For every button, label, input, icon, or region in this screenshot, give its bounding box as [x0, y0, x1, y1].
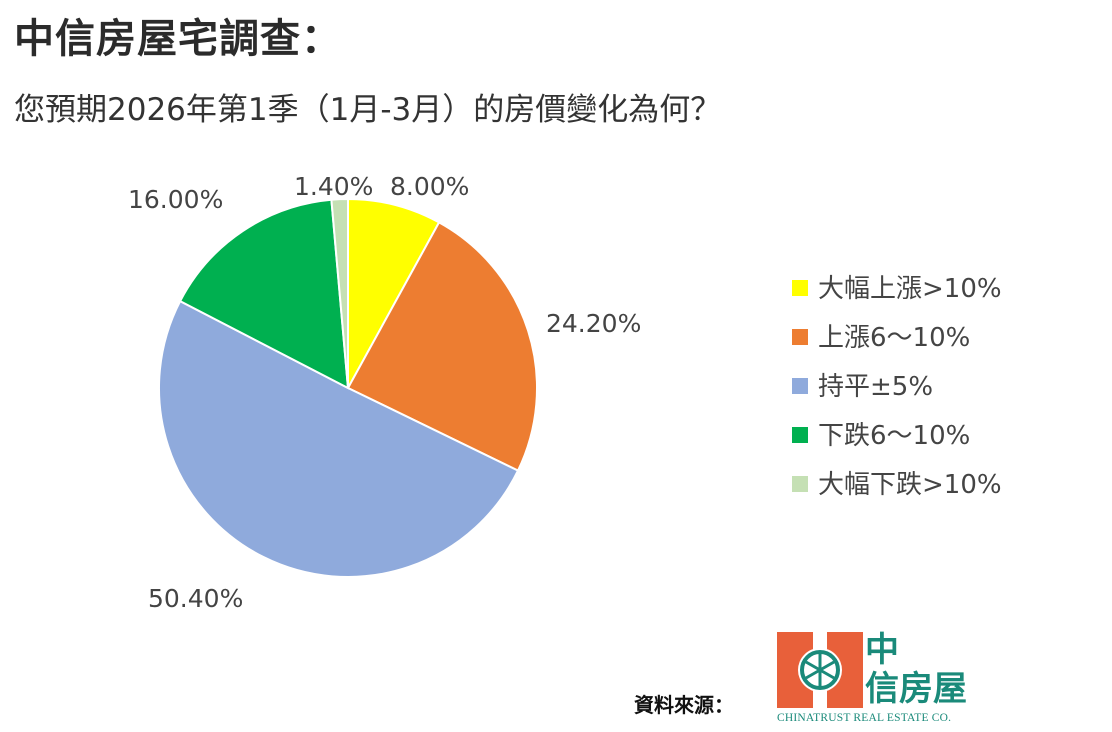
source-label: 資料來源：: [634, 693, 734, 717]
legend-label: 下跌6～10%: [818, 421, 970, 451]
page-title: 中信房屋宅調查：: [14, 6, 342, 64]
slice-value-label: 16.00%: [128, 185, 223, 214]
pie-slice-labels: 8.00% 24.20% 50.40% 16.00% 1.40%: [128, 172, 641, 613]
slice-value-label: 1.40%: [294, 172, 373, 201]
legend-label: 持平±5%: [818, 372, 933, 402]
page-title-colon: ：: [301, 16, 342, 62]
question-subtitle: 您預期2026年第1季（1月-3月）的房價變化為何？: [14, 92, 722, 128]
legend-swatch: [792, 476, 808, 492]
legend-swatch: [792, 378, 808, 394]
pie-slice: [330, 197, 349, 389]
chart-legend: 大幅上漲>10% 上漲6～10% 持平±5% 下跌6～10% 大幅下跌>10%: [792, 274, 1002, 500]
pie-slice: [346, 221, 538, 472]
logo-mark-icon: [777, 632, 863, 708]
legend-label: 大幅下跌>10%: [818, 470, 1002, 500]
legend-swatch: [792, 329, 808, 345]
slice-value-label: 8.00%: [390, 172, 469, 201]
slice-value-label: 24.20%: [546, 309, 641, 338]
pie-slice: [158, 299, 520, 578]
pie-slice: [178, 198, 350, 390]
company-logo: 中 信房屋 CHINATRUST REAL ESTATE CO.: [777, 632, 992, 728]
slice-value-label: 50.40%: [148, 584, 243, 613]
legend-label: 上漲6～10%: [818, 323, 970, 353]
logo-name-bottom: 信房屋: [865, 669, 967, 709]
legend-swatch: [792, 427, 808, 443]
page-title-text: 中信房屋宅調查: [14, 16, 301, 62]
pie-slice: [347, 197, 441, 389]
pie-slices: [158, 197, 538, 578]
legend-label: 大幅上漲>10%: [818, 274, 1002, 304]
legend-swatch: [792, 280, 808, 296]
logo-name-top: 中: [865, 630, 899, 670]
logo-name-en: CHINATRUST REAL ESTATE CO.: [777, 712, 952, 724]
